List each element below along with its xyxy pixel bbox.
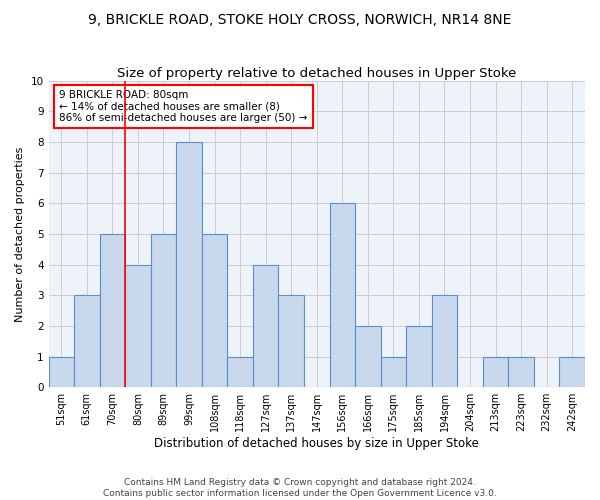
- Bar: [329, 204, 355, 387]
- Text: 9 BRICKLE ROAD: 80sqm
← 14% of detached houses are smaller (8)
86% of semi-detac: 9 BRICKLE ROAD: 80sqm ← 14% of detached …: [59, 90, 308, 123]
- Bar: [202, 234, 227, 387]
- Bar: [380, 356, 406, 387]
- Bar: [559, 356, 585, 387]
- Text: Contains HM Land Registry data © Crown copyright and database right 2024.
Contai: Contains HM Land Registry data © Crown c…: [103, 478, 497, 498]
- Y-axis label: Number of detached properties: Number of detached properties: [15, 146, 25, 322]
- Bar: [151, 234, 176, 387]
- Bar: [508, 356, 534, 387]
- Title: Size of property relative to detached houses in Upper Stoke: Size of property relative to detached ho…: [117, 66, 517, 80]
- Bar: [483, 356, 508, 387]
- Bar: [227, 356, 253, 387]
- Bar: [355, 326, 380, 387]
- Bar: [49, 356, 74, 387]
- Bar: [406, 326, 432, 387]
- Bar: [74, 295, 100, 387]
- Bar: [100, 234, 125, 387]
- Bar: [432, 295, 457, 387]
- Bar: [253, 264, 278, 387]
- Bar: [176, 142, 202, 387]
- Text: 9, BRICKLE ROAD, STOKE HOLY CROSS, NORWICH, NR14 8NE: 9, BRICKLE ROAD, STOKE HOLY CROSS, NORWI…: [88, 12, 512, 26]
- Bar: [278, 295, 304, 387]
- Bar: [125, 264, 151, 387]
- X-axis label: Distribution of detached houses by size in Upper Stoke: Distribution of detached houses by size …: [154, 437, 479, 450]
